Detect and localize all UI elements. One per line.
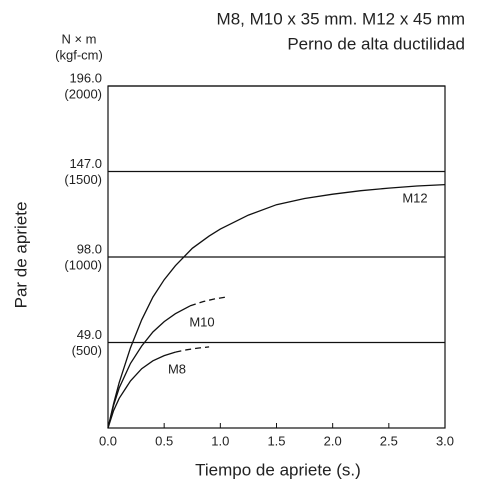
y-tick-sublabel: (500)	[72, 343, 102, 358]
curve-label: M12	[402, 190, 427, 205]
y-unit: (kgf-cm)	[55, 47, 103, 62]
y-axis-label: Par de apriete	[11, 202, 30, 309]
x-tick-label: 2.5	[380, 433, 398, 448]
y-tick-sublabel: (1500)	[64, 172, 102, 187]
x-tick-label: 1.0	[211, 433, 229, 448]
curve-label: M8	[168, 361, 186, 376]
y-tick-label: 196.0	[69, 70, 102, 85]
x-tick-label: 0.5	[155, 433, 173, 448]
y-tick-label: 147.0	[69, 156, 102, 171]
y-unit: N × m	[61, 31, 96, 46]
x-tick-label: 3.0	[436, 433, 454, 448]
chart-title: M8, M10 x 35 mm. M12 x 45 mm	[217, 9, 465, 28]
curve	[107, 351, 176, 429]
y-tick-label: 98.0	[77, 241, 102, 256]
curve	[107, 183, 446, 429]
curve-dashed	[175, 346, 210, 353]
x-tick-label: 0.0	[99, 433, 117, 448]
curve-label: M10	[189, 314, 214, 329]
y-tick-label: 49.0	[77, 327, 102, 342]
curve	[107, 305, 191, 429]
y-tick-sublabel: (2000)	[64, 86, 102, 101]
x-axis-label: Tiempo de apriete (s.)	[195, 460, 361, 479]
chart-subtitle: Perno de alta ductilidad	[287, 34, 465, 53]
x-tick-label: 2.0	[324, 433, 342, 448]
y-tick-sublabel: (1000)	[64, 257, 102, 272]
curve-dashed	[189, 296, 227, 307]
x-tick-label: 1.5	[267, 433, 285, 448]
